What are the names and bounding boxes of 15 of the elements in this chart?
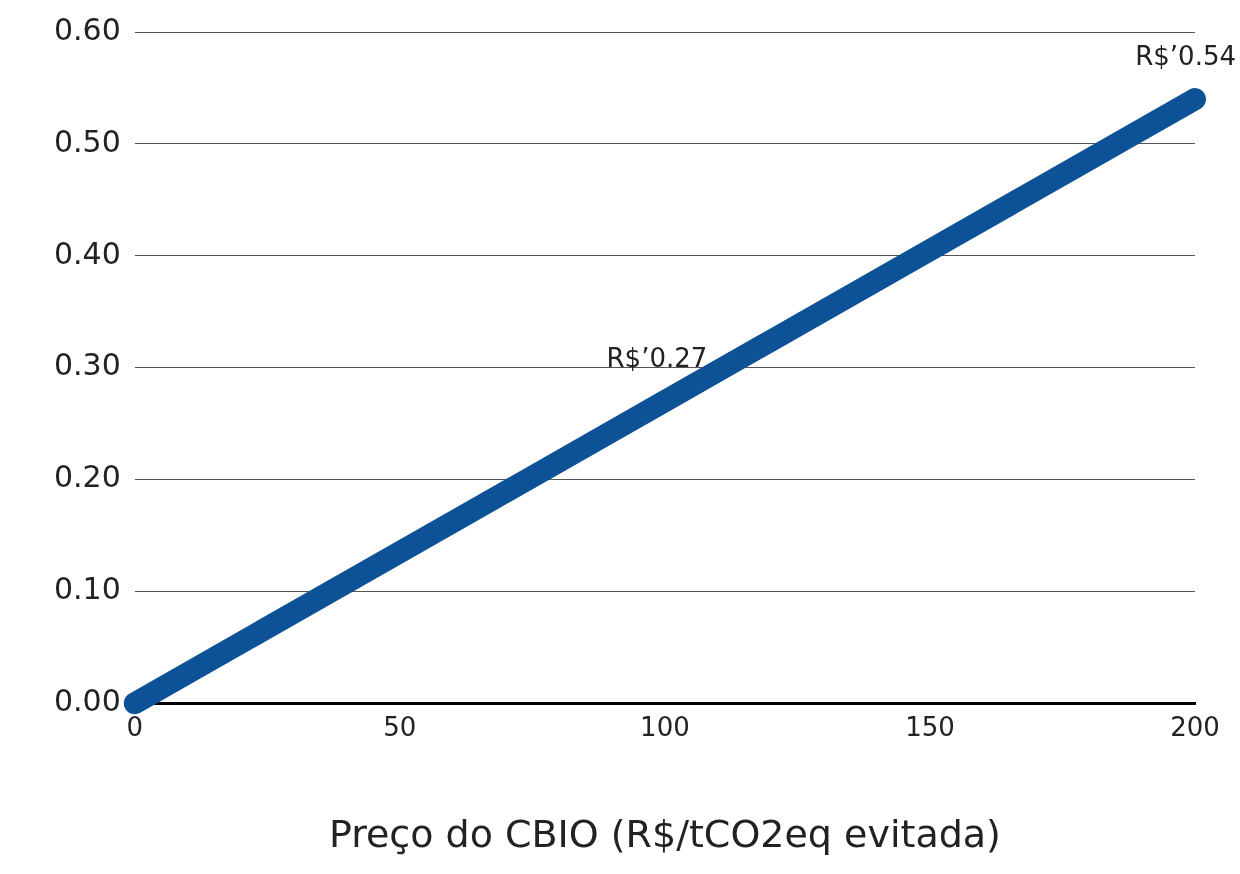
x-tick-label: 0	[126, 711, 144, 742]
data-label: R$’0.54	[1135, 40, 1236, 71]
y-tick-label: 0.60	[54, 11, 121, 47]
data-label: R$’0.27	[606, 342, 708, 373]
x-axis-title: Preço do CBIO (R$/tCO2eq evitada)	[328, 812, 1001, 857]
y-tick-label: 0.10	[54, 571, 121, 607]
y-tick-label: 0.00	[54, 683, 121, 718]
x-tick-label: 150	[905, 711, 955, 742]
y-tick-label: 0.40	[54, 235, 121, 271]
x-tick-label: 50	[383, 711, 417, 742]
x-tick-label: 100	[640, 711, 690, 742]
y-tick-label: 0.30	[54, 347, 121, 383]
y-tick-label: 0.50	[54, 123, 121, 159]
x-tick-label: 200	[1170, 711, 1220, 742]
y-tick-label: 0.20	[54, 459, 121, 495]
